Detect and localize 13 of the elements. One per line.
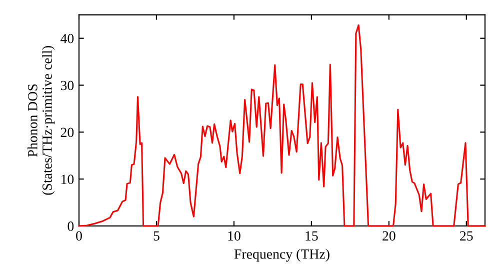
- x-tick-label: 20: [382, 231, 396, 241]
- y-tick-label: 10: [61, 174, 74, 184]
- y-tick-label: 0: [68, 222, 74, 231]
- x-tick-label: 25: [460, 231, 473, 241]
- y-tick-label: 40: [60, 34, 74, 44]
- x-tick-label: 15: [306, 231, 318, 241]
- y-axis-title: Phonon DOS (States/THz·primitive cell): [28, 46, 55, 195]
- x-tick-label: 10: [228, 231, 240, 241]
- x-axis-title: Frequency (THz): [234, 248, 330, 262]
- y-tick-label: 20: [60, 128, 74, 138]
- x-tick-label: 0: [76, 231, 82, 241]
- x-tick-label: 5: [154, 231, 160, 241]
- y-tick-label: 30: [60, 80, 74, 90]
